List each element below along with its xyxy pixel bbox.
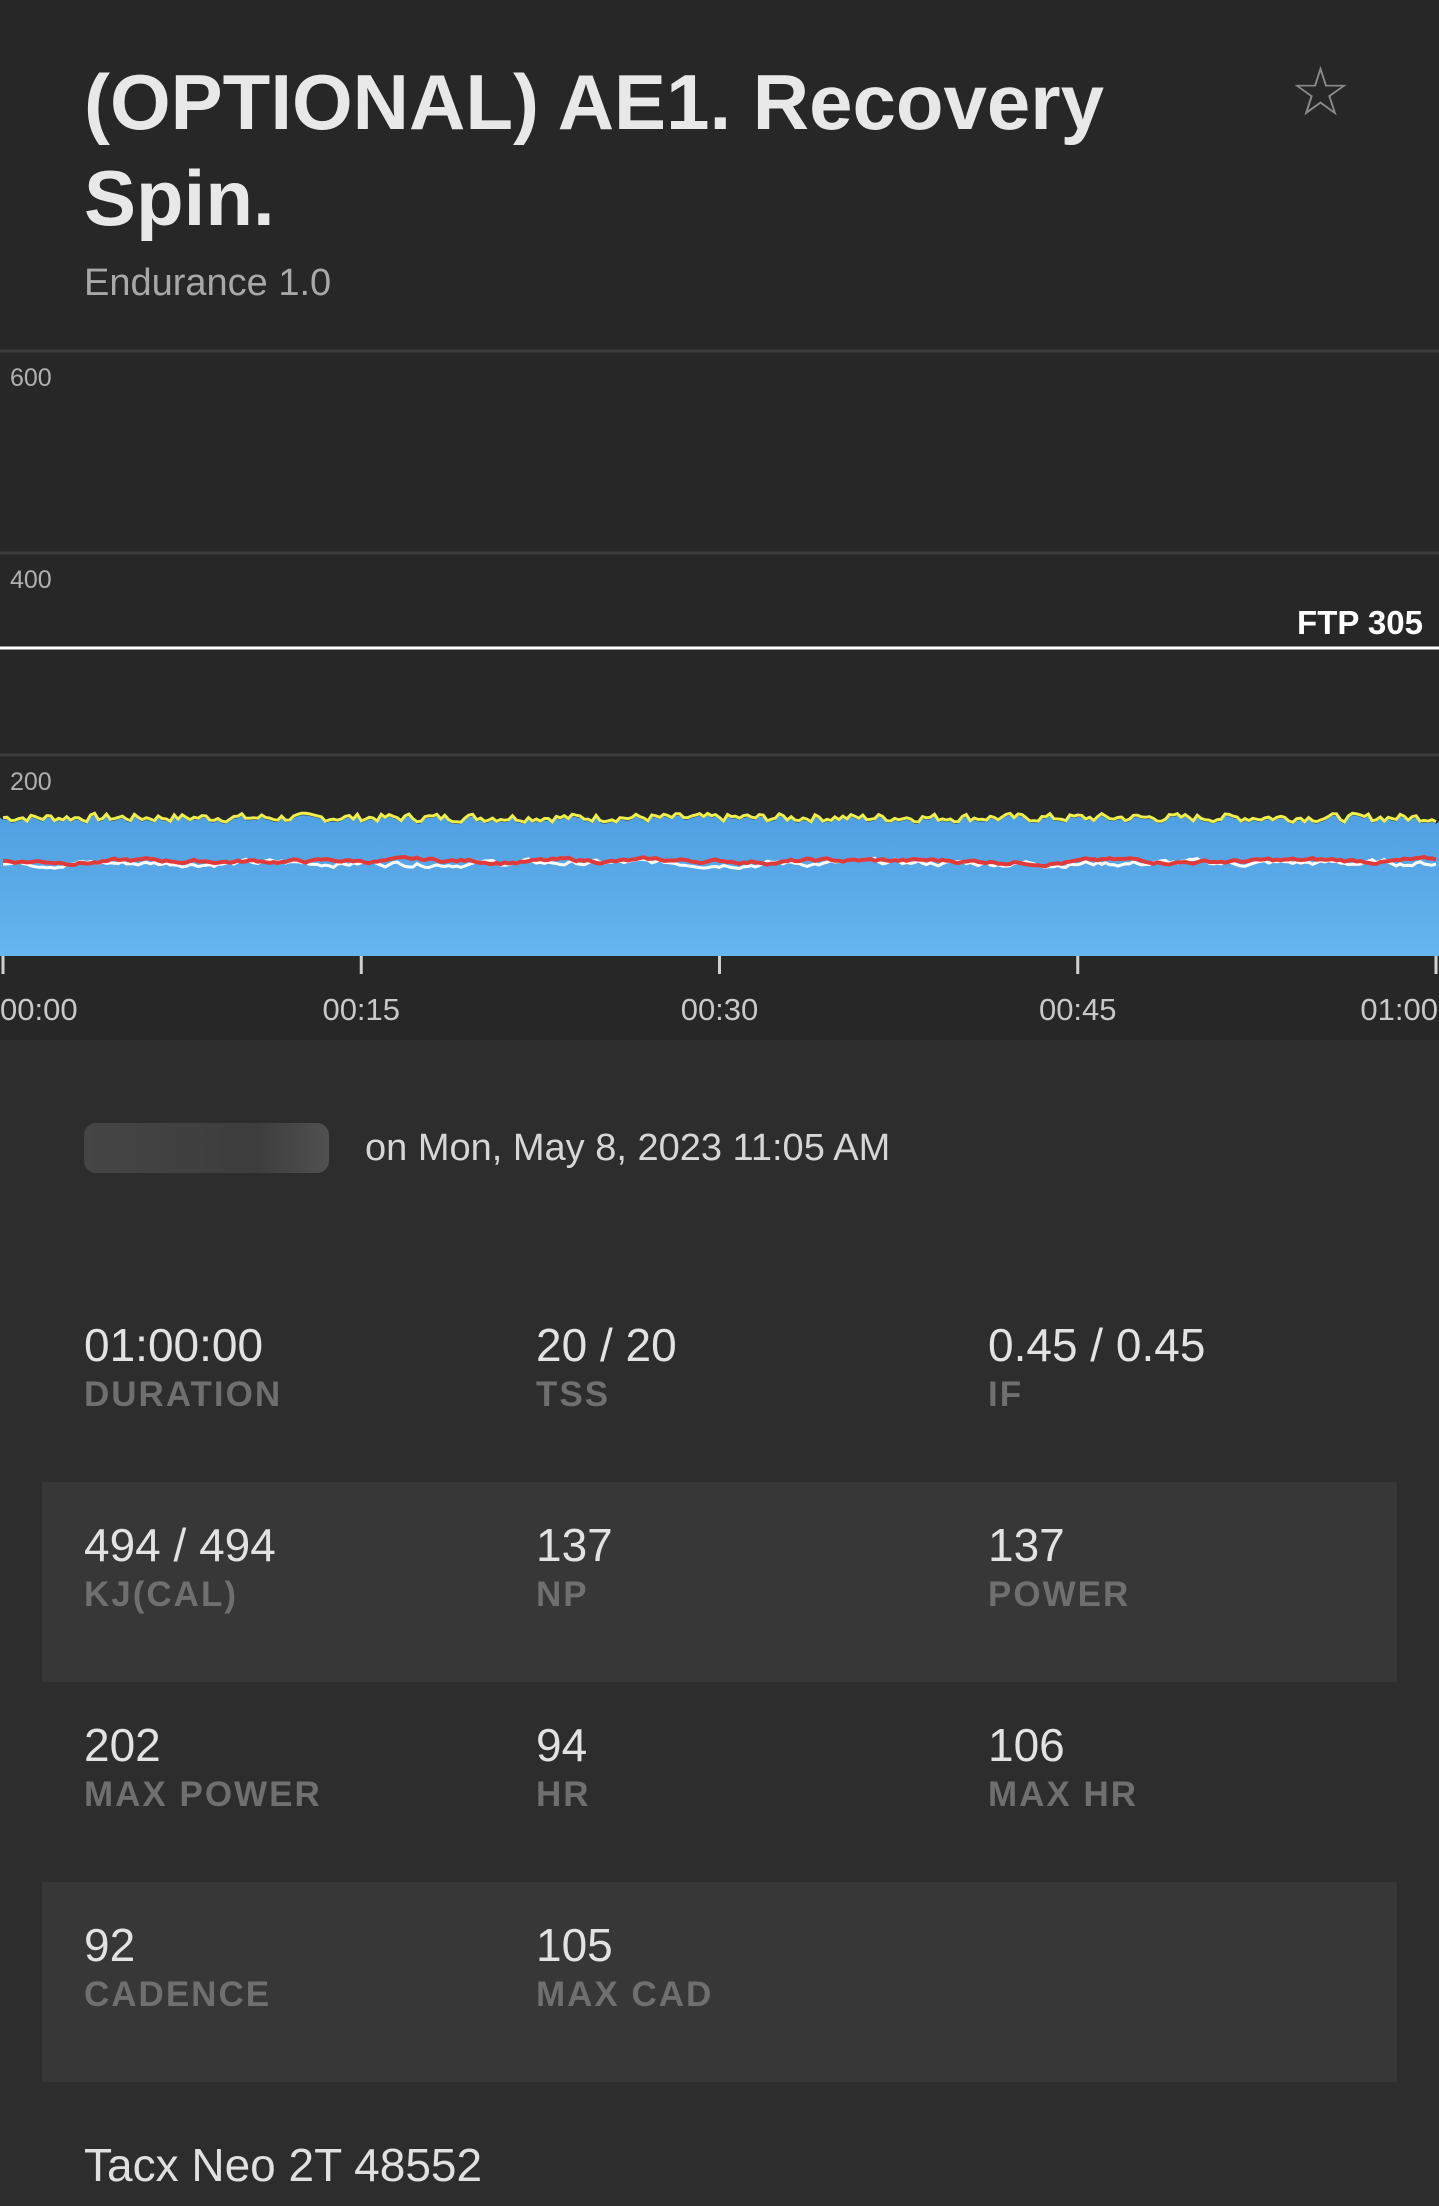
stat-label: MAX HR: [988, 1775, 1139, 1814]
stat-value: 105: [536, 1919, 613, 1971]
stat-max-power: 202 MAX POWER: [84, 1717, 504, 1817]
stat-value: 137: [988, 1519, 1065, 1571]
x-tick-label: 00:00: [0, 992, 78, 1027]
stat-max-cad: 105 MAX CAD: [536, 1917, 956, 2017]
power-area: [0, 815, 1439, 956]
heart-rate-line: [2, 854, 1437, 869]
star-icon[interactable]: ☆: [1290, 54, 1351, 130]
stat-kj: 494 / 494 KJ(CAL): [84, 1517, 504, 1617]
stats-row: 494 / 494 KJ(CAL) 137 NP 137 POWER: [42, 1482, 1397, 1682]
stat-power: 137 POWER: [988, 1517, 1408, 1617]
device-name: Tacx Neo 2T 48552: [84, 2139, 483, 2191]
stat-max-hr: 106 MAX HR: [988, 1717, 1408, 1817]
stat-label: NP: [536, 1575, 589, 1614]
stat-label: IF: [988, 1375, 1024, 1414]
y-tick-label: 600: [10, 364, 52, 392]
stat-value: 494 / 494: [84, 1519, 276, 1571]
stat-value: 137: [536, 1519, 613, 1571]
session-date: on Mon, May 8, 2023 11:05 AM: [365, 1126, 891, 1169]
session-meta: on Mon, May 8, 2023 11:05 AM: [84, 1122, 890, 1174]
x-tick-label: 00:45: [1039, 992, 1117, 1027]
stats-row: 202 MAX POWER 94 HR 106 MAX HR: [42, 1682, 1397, 1882]
stat-duration: 01:00:00 DURATION: [84, 1317, 504, 1417]
stats-row: 92 CADENCE 105 MAX CAD: [42, 1882, 1397, 2082]
workout-title: (OPTIONAL) AE1. Recovery Spin.: [84, 58, 1105, 242]
stat-value: 106: [988, 1719, 1065, 1771]
stat-label: KJ(CAL): [84, 1575, 238, 1614]
stat-label: MAX CAD: [536, 1975, 714, 2014]
stat-hr: 94 HR: [536, 1717, 956, 1817]
stat-label: DURATION: [84, 1375, 283, 1414]
stat-if: 0.45 / 0.45 IF: [988, 1317, 1408, 1417]
ftp-label: FTP 305: [1297, 604, 1423, 641]
x-tick-label: 01:00: [1360, 992, 1438, 1027]
x-tick-label: 00:15: [322, 992, 400, 1027]
power-chart-svg: FTP 305 600 400 200 00:00 00:15 00:30 00:45 01…: [0, 349, 1439, 1027]
stat-label: TSS: [536, 1375, 611, 1414]
stat-tss: 20 / 20 TSS: [536, 1317, 956, 1417]
power-line: [2, 811, 1437, 825]
x-tick-label: 00:30: [681, 992, 759, 1027]
stat-cadence: 92 CADENCE: [84, 1917, 504, 2017]
y-tick-label: 200: [10, 768, 52, 796]
stat-label: CADENCE: [84, 1975, 272, 2014]
workout-header: (OPTIONAL) AE1. Recovery Spin. Endurance…: [0, 0, 1439, 351]
stat-value: 01:00:00: [84, 1319, 264, 1371]
user-name-redacted: [84, 1123, 329, 1173]
stat-value: 0.45 / 0.45: [988, 1319, 1206, 1371]
stat-value: 92: [84, 1919, 136, 1971]
y-tick-label: 400: [10, 566, 52, 594]
stat-value: 94: [536, 1719, 588, 1771]
stat-label: MAX POWER: [84, 1775, 322, 1814]
stat-label: POWER: [988, 1575, 1131, 1614]
stats-grid: 01:00:00 DURATION 20 / 20 TSS 0.45 / 0.4…: [42, 1282, 1397, 2082]
stat-np: 137 NP: [536, 1517, 956, 1617]
stat-value: 202: [84, 1719, 161, 1771]
stats-row: 01:00:00 DURATION 20 / 20 TSS 0.45 / 0.4…: [42, 1282, 1397, 1482]
stat-value: 20 / 20: [536, 1319, 677, 1371]
stat-label: HR: [536, 1775, 591, 1814]
workout-plan-name: Endurance 1.0: [84, 262, 332, 304]
power-chart: FTP 305 600 400 200 00:00 00:15 00:30 00:45 01…: [0, 348, 1439, 1040]
